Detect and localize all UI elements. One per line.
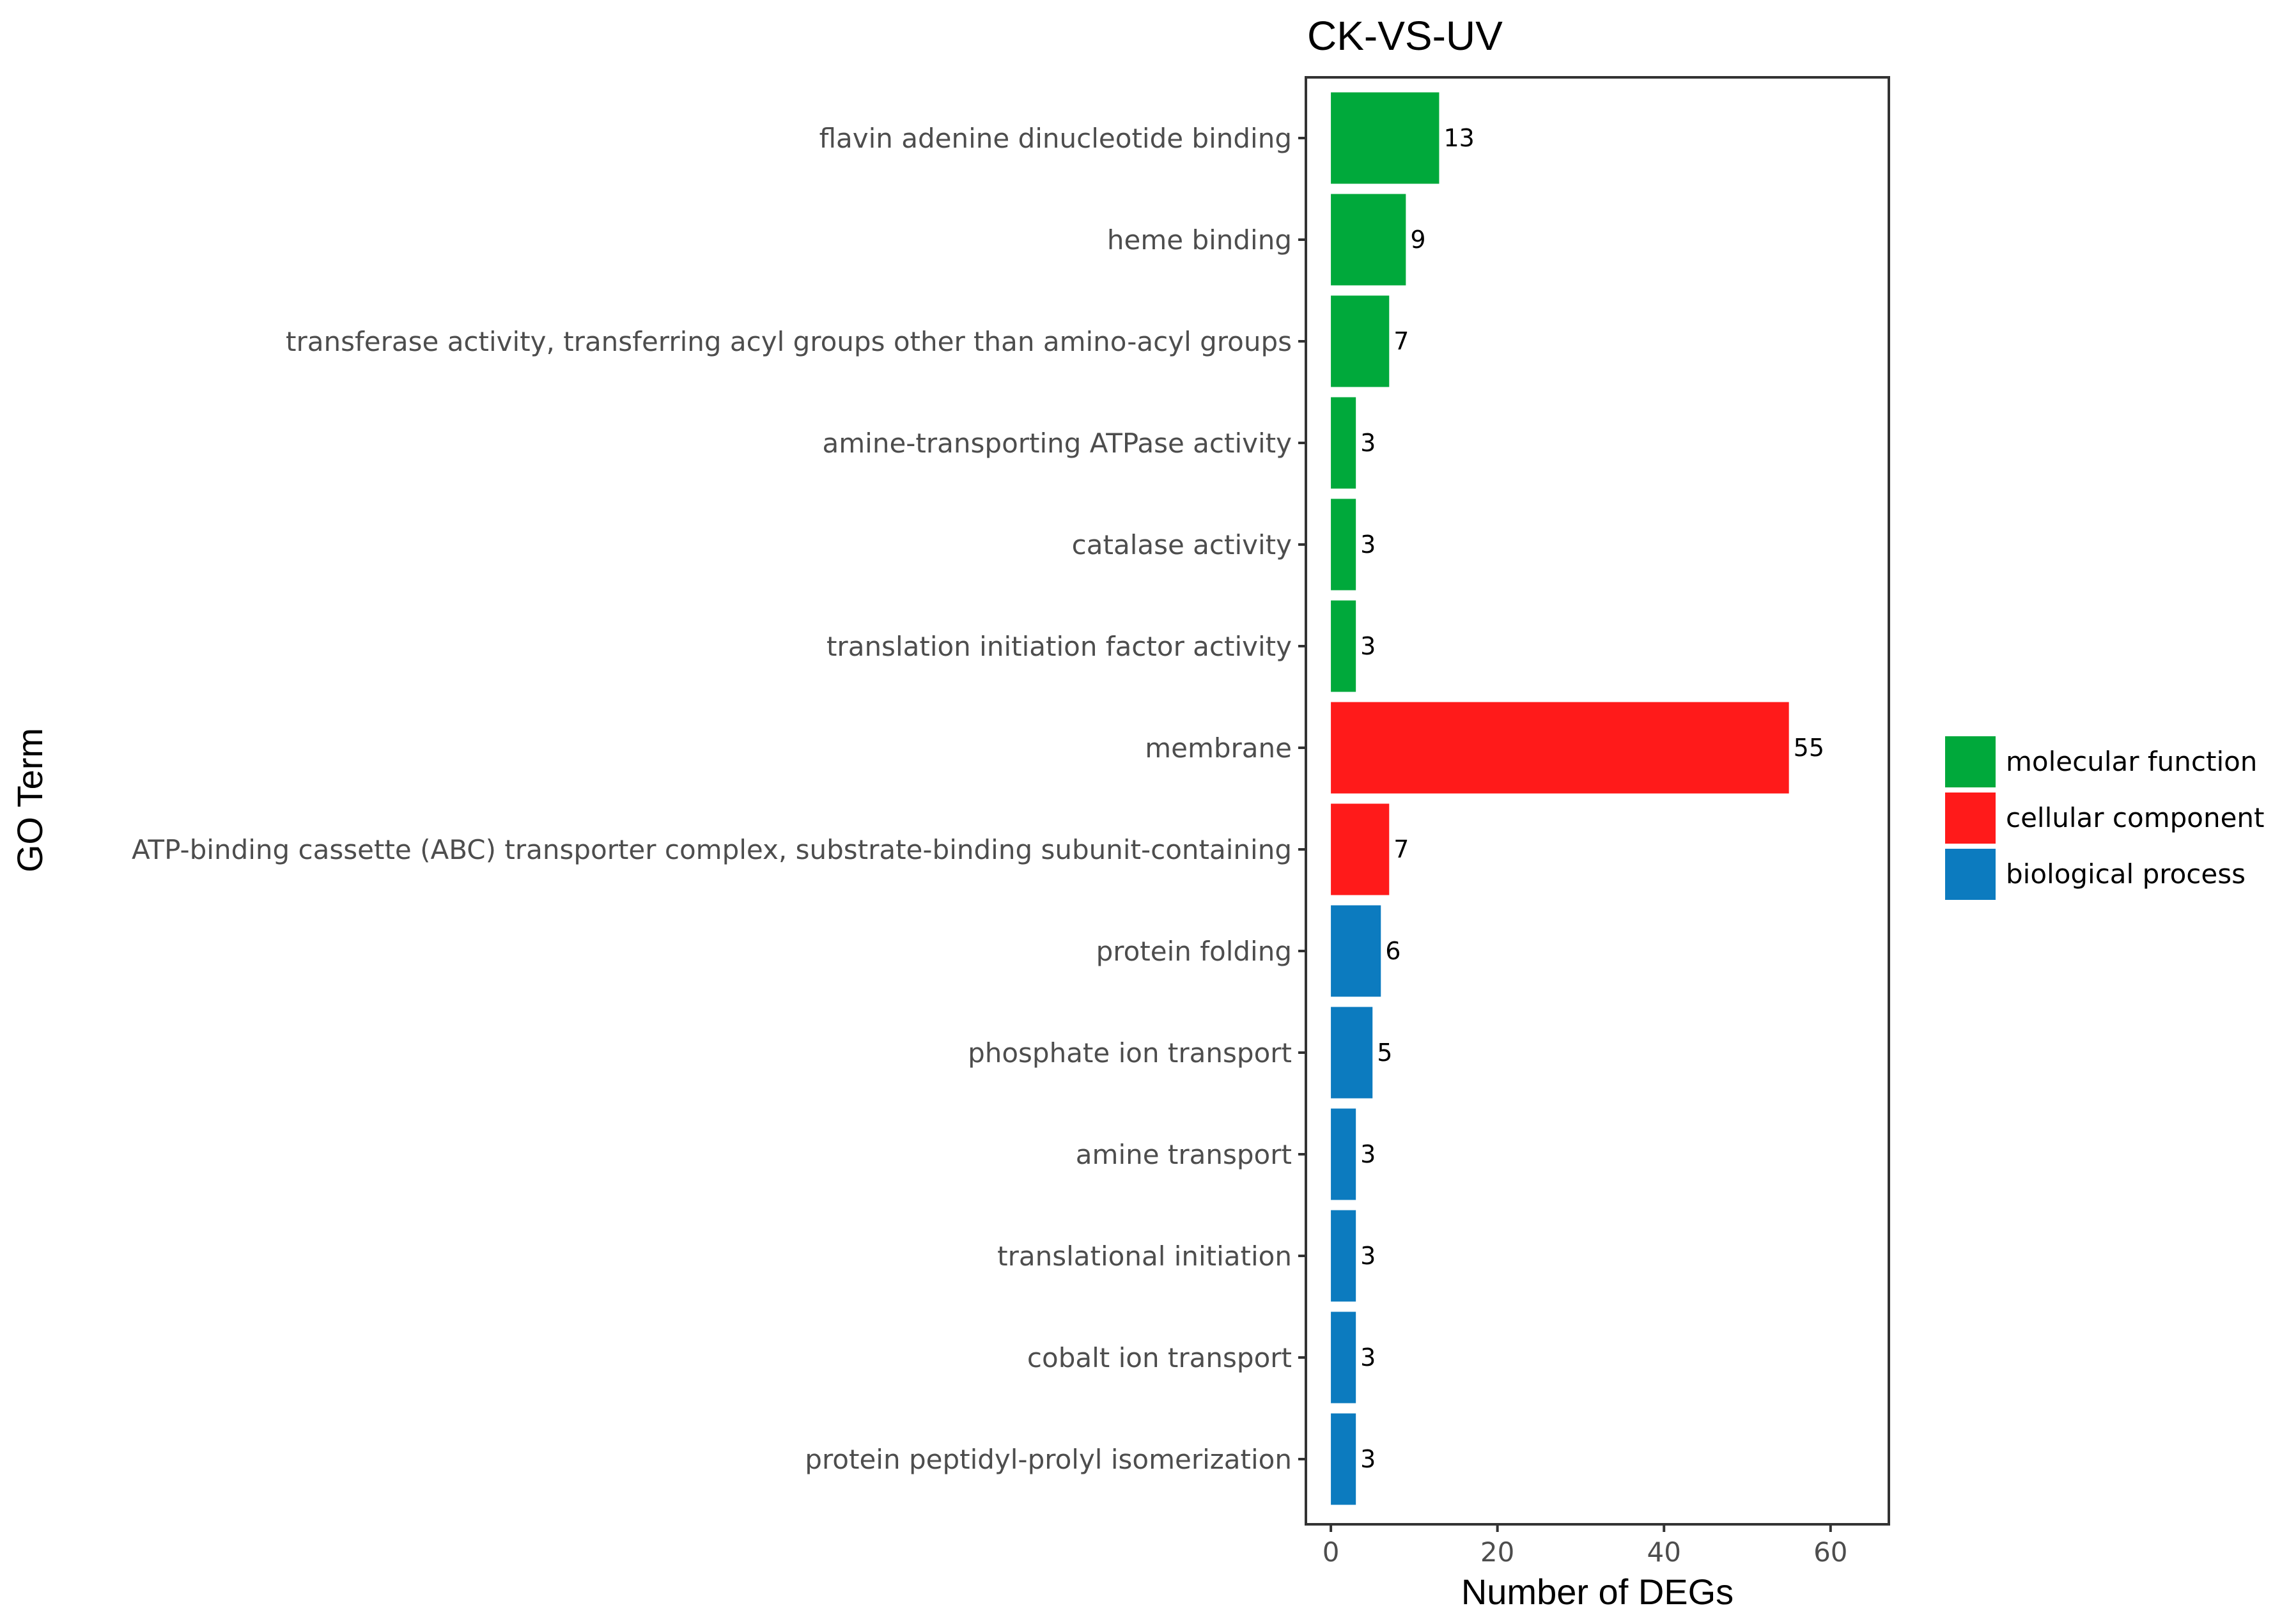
y-tick-label: transferase activity, transferring acyl … xyxy=(286,326,1292,357)
legend-key-1 xyxy=(1945,793,1996,844)
y-tick-label: protein folding xyxy=(1096,936,1292,967)
chart-marks: 13 9 7 3 3 3 55 7 6 5 3 3 3 3 xyxy=(1331,92,1824,1505)
legend: molecular function cellular component biol… xyxy=(1945,736,2265,900)
y-tick-label: phosphate ion transport xyxy=(968,1037,1292,1069)
bar-6 xyxy=(1331,702,1789,794)
bar-0 xyxy=(1331,92,1439,184)
bar-1 xyxy=(1331,194,1406,286)
y-tick-label: heme binding xyxy=(1107,224,1292,256)
bar-11 xyxy=(1331,1210,1356,1302)
y-tick-label: ATP-binding cassette (ABC) transporter c… xyxy=(132,834,1292,865)
y-tick-label: amine transport xyxy=(1076,1139,1292,1170)
y-tick-label: protein peptidyl-prolyl isomerization xyxy=(805,1444,1292,1475)
bar-value-label: 3 xyxy=(1360,1343,1376,1372)
bar-3 xyxy=(1331,397,1356,489)
bar-value-label: 13 xyxy=(1443,124,1474,152)
y-axis: flavin adenine dinucleotide binding heme … xyxy=(132,123,1306,1475)
bar-value-label: 3 xyxy=(1360,1242,1376,1270)
bar-4 xyxy=(1331,499,1356,591)
legend-key-0 xyxy=(1945,736,1996,787)
legend-label: biological process xyxy=(2006,858,2246,890)
y-axis-title: GO Term xyxy=(10,728,50,872)
bar-value-label: 3 xyxy=(1360,632,1376,660)
bar-5 xyxy=(1331,600,1356,692)
x-tick-label: 60 xyxy=(1813,1536,1847,1568)
x-tick-label: 0 xyxy=(1323,1536,1340,1568)
legend-label: molecular function xyxy=(2006,746,2257,777)
x-tick-label: 20 xyxy=(1480,1536,1514,1568)
bar-value-label: 9 xyxy=(1410,226,1425,254)
bar-value-label: 3 xyxy=(1360,1445,1376,1473)
y-tick-label: amine-transporting ATPase activity xyxy=(823,428,1292,459)
bar-8 xyxy=(1331,905,1381,997)
y-tick-label: translation initiation factor activity xyxy=(826,631,1292,662)
bar-value-label: 3 xyxy=(1360,1140,1376,1168)
chart-title: CK-VS-UV xyxy=(1307,13,1503,59)
x-tick-label: 40 xyxy=(1647,1536,1681,1568)
legend-key-2 xyxy=(1945,849,1996,900)
x-axis: 0 20 40 60 xyxy=(1323,1524,1848,1568)
bar-value-label: 7 xyxy=(1393,835,1409,863)
bar-7 xyxy=(1331,803,1390,895)
y-tick-label: flavin adenine dinucleotide binding xyxy=(819,123,1292,154)
panel-border xyxy=(1305,76,1890,1526)
bar-12 xyxy=(1331,1311,1356,1404)
bar-value-label: 3 xyxy=(1360,530,1376,559)
bar-value-label: 6 xyxy=(1385,937,1401,965)
bar-value-label: 55 xyxy=(1794,734,1824,762)
y-tick-label: catalase activity xyxy=(1072,529,1292,561)
x-axis-title: Number of DEGs xyxy=(1461,1572,1734,1612)
bar-13 xyxy=(1331,1413,1356,1505)
bar-value-label: 7 xyxy=(1393,327,1409,355)
bar-2 xyxy=(1331,295,1390,387)
bar-9 xyxy=(1331,1007,1373,1099)
y-tick-label: cobalt ion transport xyxy=(1027,1342,1292,1373)
y-tick-label: membrane xyxy=(1145,732,1292,764)
bar-value-label: 5 xyxy=(1377,1039,1392,1067)
y-tick-label: translational initiation xyxy=(997,1241,1292,1272)
bar-value-label: 3 xyxy=(1360,429,1376,457)
bar-10 xyxy=(1331,1108,1356,1200)
legend-label: cellular component xyxy=(2006,802,2265,833)
